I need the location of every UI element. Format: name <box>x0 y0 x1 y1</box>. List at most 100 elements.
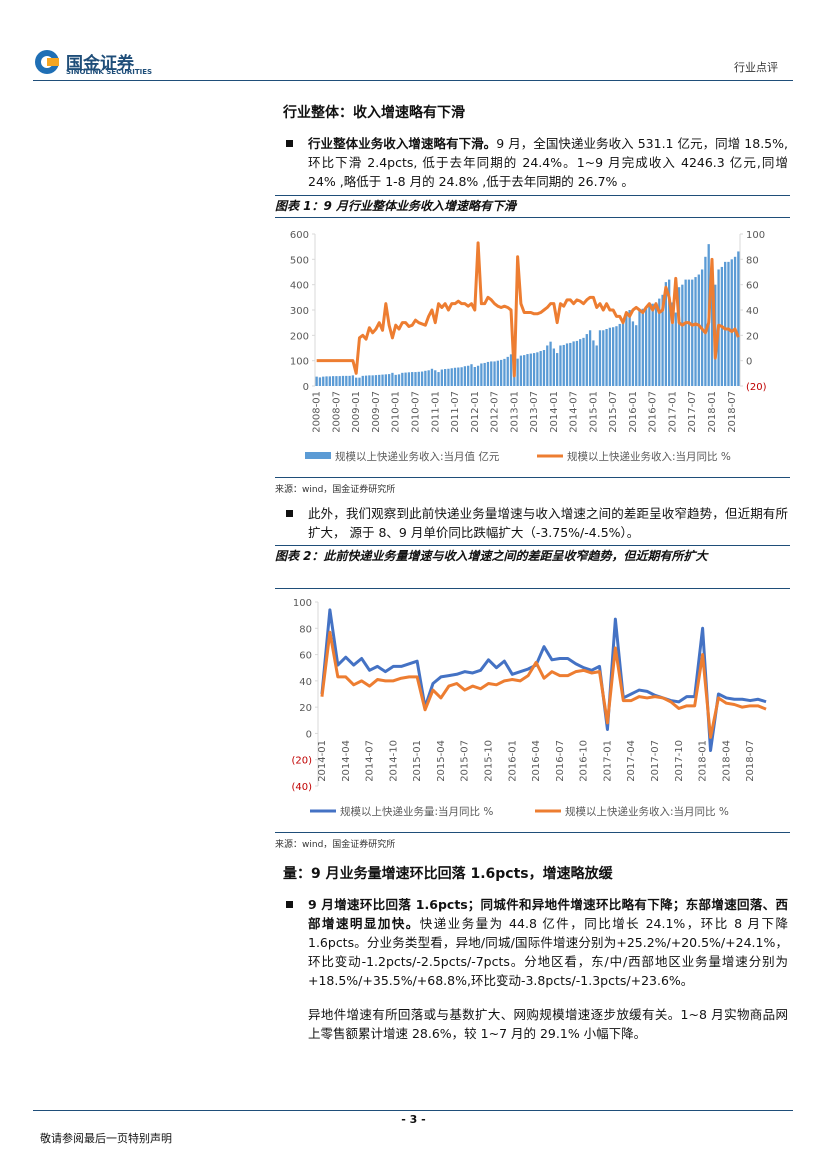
figure-source: 来源：wind，国金证券研究所 <box>275 840 396 850</box>
x-tick-label: 2017-10 <box>674 740 685 782</box>
x-tick-label: 2018-07 <box>727 391 738 433</box>
bar <box>605 329 608 386</box>
bar <box>542 350 546 386</box>
bar <box>427 370 430 386</box>
line-series <box>320 630 767 739</box>
bullet-bold: 9 月增速环比回落 1.6pcts；同城件和异地件增速环比略有下降；东部增速回落… <box>308 897 788 931</box>
legend-label: 规模以上快递业务收入:当月值 亿元 <box>335 450 500 463</box>
bar <box>681 284 684 386</box>
bar <box>378 374 381 386</box>
bar <box>612 327 615 386</box>
x-tick-label: 2017-07 <box>650 740 661 782</box>
x-tick-label: 2013-07 <box>529 391 540 433</box>
bar <box>335 376 338 386</box>
bar <box>684 279 687 386</box>
y-tick-label: 80 <box>746 255 759 266</box>
bar <box>467 365 470 386</box>
bar <box>371 375 374 386</box>
y-tick-label: 400 <box>290 281 309 292</box>
x-tick-label: 2014-04 <box>341 740 352 782</box>
bar <box>523 355 526 386</box>
bar <box>654 302 658 386</box>
figure-rule <box>275 545 790 546</box>
logo-cn: 国金证券 <box>66 54 134 74</box>
x-tick-label: 2012-01 <box>470 391 481 433</box>
bar <box>394 374 397 386</box>
figure-rule <box>275 477 790 478</box>
x-tick-label: 2017-04 <box>626 740 637 782</box>
bar <box>457 367 460 386</box>
x-tick-label: 2010-07 <box>410 391 421 433</box>
bullet-body: 快递业务量为 44.8 亿件，同比增长 24.1%，环比 8 月下降 1.6pc… <box>308 916 788 988</box>
bar <box>641 308 644 386</box>
bar <box>460 367 463 386</box>
bar <box>532 353 536 386</box>
y-tick-label: 500 <box>290 255 309 266</box>
figure-rule <box>275 195 790 196</box>
figure-rule <box>275 832 790 833</box>
y-tick-label: 20 <box>746 331 759 342</box>
bar <box>615 326 618 386</box>
bar <box>677 287 681 386</box>
bar <box>687 279 691 386</box>
bar <box>391 372 394 386</box>
figure-source: 来源：wind，国金证券研究所 <box>275 485 396 495</box>
bar <box>526 354 529 386</box>
bar <box>355 377 358 386</box>
bar <box>318 377 322 386</box>
x-tick-label: 2011-01 <box>430 391 441 433</box>
bar <box>453 367 457 386</box>
bar <box>443 369 447 386</box>
bar <box>668 279 671 386</box>
y-tick-label: 80 <box>299 624 312 635</box>
x-tick-label: 2017-01 <box>602 740 613 782</box>
bullet-bold: 行业整体业务收入增速略有下滑。 <box>308 136 497 151</box>
y-tick-label: 300 <box>290 306 309 317</box>
bar <box>572 341 575 386</box>
bar <box>674 312 677 386</box>
bar <box>374 375 378 386</box>
bar <box>635 325 638 386</box>
paragraph: 异地件增速有所回落或与基数扩大、网购规模增速逐步放缓有关。1~8 月实物商品网上… <box>308 1007 788 1041</box>
bar <box>658 298 661 386</box>
bar <box>463 366 467 386</box>
bar <box>697 274 700 386</box>
y-tick-label: 0 <box>303 382 309 393</box>
bar <box>420 371 424 386</box>
legend-label: 规模以上快递业务量:当月同比 % <box>340 805 493 818</box>
bar <box>529 353 532 386</box>
bar <box>737 251 740 386</box>
y-tick-label: 60 <box>746 281 759 292</box>
x-tick-label: 2016-04 <box>531 740 542 782</box>
bar <box>315 376 318 386</box>
bar <box>345 375 348 386</box>
bar <box>411 372 414 386</box>
bar <box>401 372 404 386</box>
bar <box>407 372 411 386</box>
y-tick-label: 100 <box>746 230 765 241</box>
bar <box>730 259 733 386</box>
x-tick-label: 2015-01 <box>412 740 423 782</box>
bar <box>694 277 697 386</box>
bar <box>618 323 621 386</box>
bar <box>559 345 562 386</box>
section-heading: 量：9 月业务量增速环比回落 1.6pcts，增速略放缓 <box>283 866 613 882</box>
bar <box>325 376 328 386</box>
line-series <box>316 241 740 378</box>
bar <box>569 342 572 386</box>
line-series <box>320 608 767 753</box>
bar <box>625 313 628 386</box>
bar <box>631 321 635 386</box>
bar <box>539 351 542 386</box>
bar <box>397 374 401 386</box>
bar <box>506 356 509 386</box>
bar <box>493 361 496 386</box>
bar <box>437 372 440 386</box>
y-tick-label: 100 <box>293 598 312 609</box>
legend-label: 规模以上快递业务收入:当月同比 % <box>567 450 731 463</box>
bar <box>562 344 565 386</box>
bar <box>691 279 694 386</box>
x-tick-label: 2018-01 <box>707 391 718 433</box>
bar <box>503 358 506 386</box>
y-tick-label: 0 <box>306 729 312 740</box>
